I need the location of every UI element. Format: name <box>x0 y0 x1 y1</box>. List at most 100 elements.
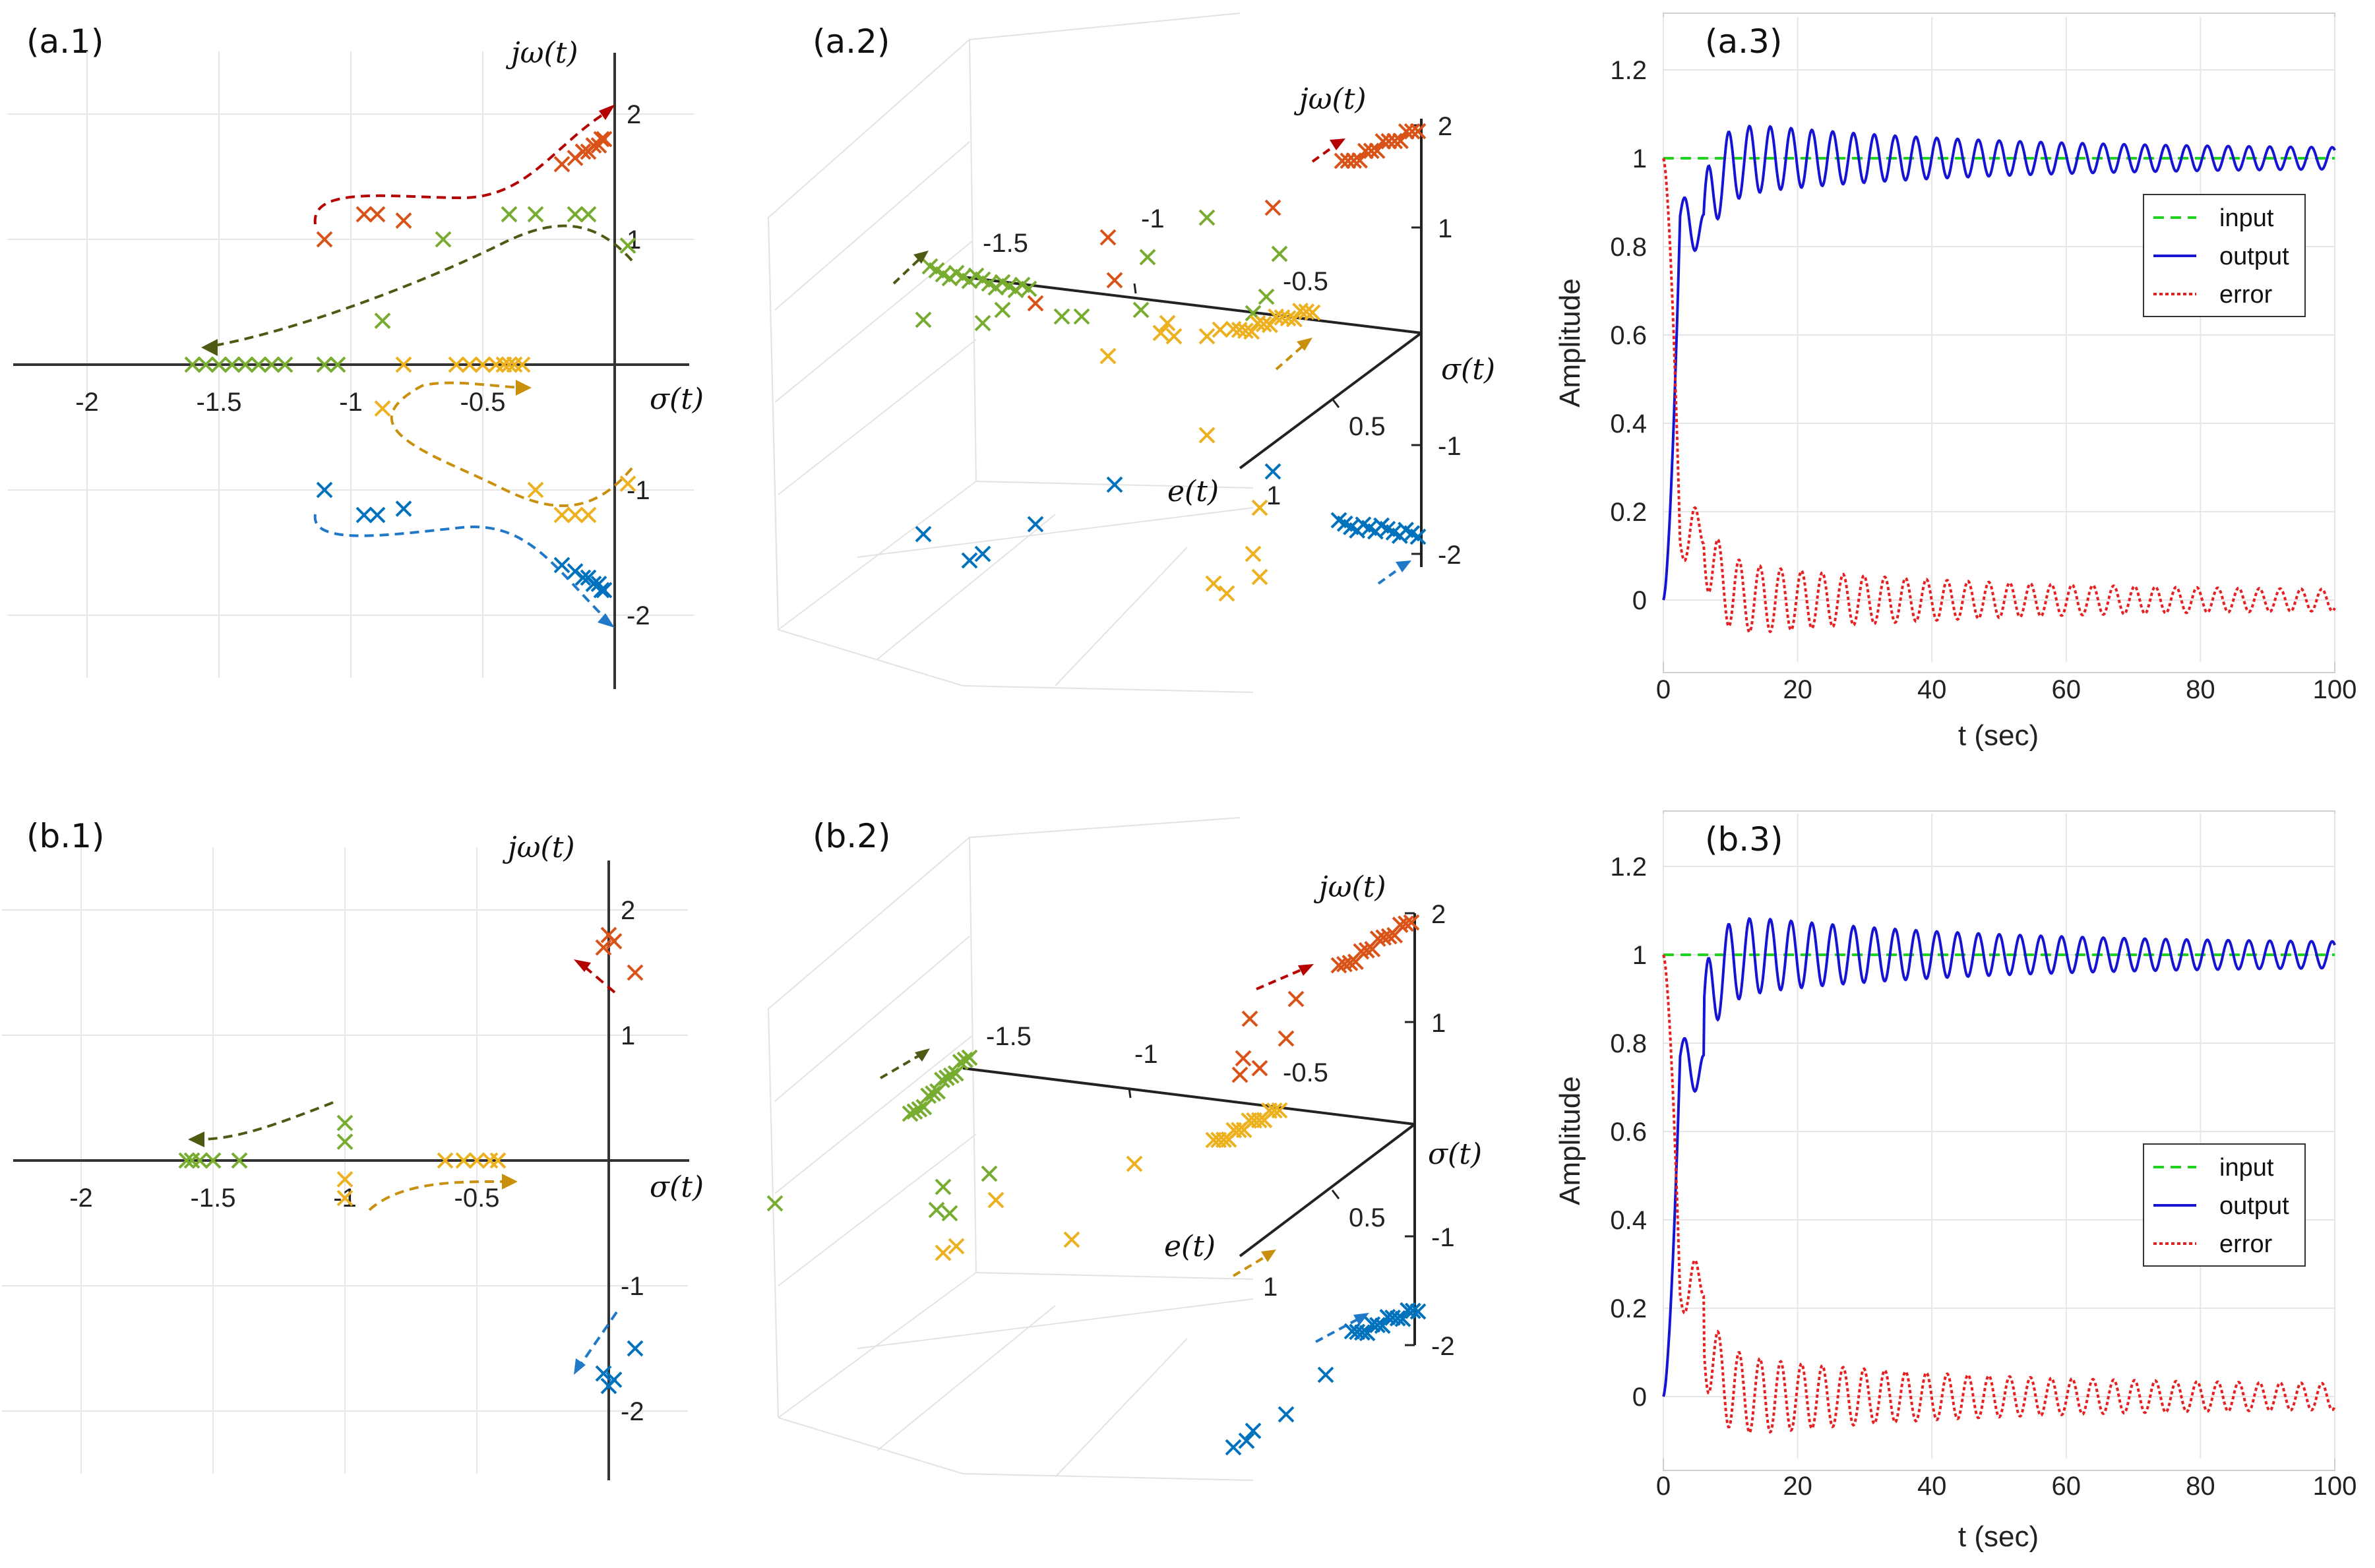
marker-a2-green-8 <box>1258 288 1275 305</box>
panel-b2-3d-locus: (b.2) -1.5 -1 -0.5 2 1 -1 -2 <box>766 817 1482 1481</box>
arrow-path-blue-a1 <box>313 514 608 621</box>
grid-line-a2-1 <box>774 141 970 311</box>
marker-a2-green-3 <box>1053 308 1070 325</box>
marker-a1-blue-4 <box>553 557 571 574</box>
legend-error-label-a3: error <box>2219 281 2273 309</box>
plot-frame-b3 <box>1663 810 2335 1471</box>
x-tick-label-a1-2: -1 <box>339 388 363 417</box>
arrowheads-a1 <box>201 104 615 628</box>
arrowhead-orange-a1 <box>599 104 615 120</box>
marker-a2-yellow-cluster-12 <box>1298 303 1315 320</box>
marker-a2-yellow-5 <box>1212 321 1229 338</box>
marker-a1-yellow-10 <box>527 481 544 498</box>
y-tick-label-a2-1: 1 <box>1438 214 1452 243</box>
marker-b1-yellow-4 <box>468 1152 485 1169</box>
x-axis-label-a2: σ(t) <box>1441 353 1495 386</box>
marker-a2-yellow-cluster-9 <box>1280 310 1297 327</box>
marker-b1-yellow-1 <box>336 1190 354 1207</box>
marker-a1-orange-0 <box>316 231 333 248</box>
marker-b1-orange-2 <box>595 939 612 956</box>
y-tick-label-b3-0: 0 <box>1632 1383 1647 1412</box>
marker-a2-yellow-cluster-13 <box>1304 304 1321 321</box>
arrowheads-b1 <box>188 959 591 1375</box>
marker-a1-yellow-4 <box>474 356 491 373</box>
marker-b2-blue-cluster-9 <box>1389 1310 1406 1327</box>
marker-a1-yellow-2 <box>448 356 465 373</box>
marker-b2-yellow-4 <box>1063 1231 1080 1248</box>
marker-a1-green-1 <box>197 356 214 373</box>
grid-line-a2-3 <box>778 339 977 495</box>
marker-b2-yellow-3 <box>948 1238 965 1255</box>
marker-b1-orange-3 <box>627 964 644 981</box>
y-tick-label-b2-1: 1 <box>1431 1009 1446 1038</box>
x-axis-label-b3: t (sec) <box>1958 1521 2039 1553</box>
y-axis-label-a1: jω(t) <box>505 36 578 70</box>
arrow-path-green-a1 <box>210 224 633 347</box>
markers-a2 <box>915 123 1427 602</box>
marker-b2-green-cluster-0 <box>902 1105 919 1122</box>
marker-a2-green-6 <box>1198 209 1216 226</box>
y-tick-label-a3-3: 0.6 <box>1610 321 1647 350</box>
marker-b2-orange-3 <box>1235 1050 1252 1067</box>
y-tick-label-a3-5: 1 <box>1632 144 1647 173</box>
marker-a1-orange-6 <box>574 143 592 160</box>
grid-line-b2-1 <box>774 936 970 1102</box>
marker-a2-yellow-7 <box>1251 499 1268 516</box>
marker-a1-yellow-13 <box>580 506 597 524</box>
marker-b2-blue-3 <box>1238 1432 1255 1449</box>
marker-b2-green-0 <box>766 1195 784 1212</box>
marker-a2-yellow-9 <box>1251 568 1268 586</box>
marker-a1-yellow-11 <box>553 506 571 524</box>
grid-line-b2-6 <box>1055 1338 1188 1478</box>
marker-a2-blue-cluster-13 <box>1409 528 1427 545</box>
arrow-path-blue-b1 <box>579 1311 618 1366</box>
marker-b2-green-cluster-4 <box>920 1087 937 1104</box>
x-tick-label-a3-5: 100 <box>2313 675 2357 704</box>
panel-label-b2: (b.2) <box>813 817 890 855</box>
marker-a1-green-16 <box>619 237 636 254</box>
e-axis-b2 <box>1239 1123 1416 1257</box>
markers-b2 <box>766 914 1427 1456</box>
marker-b2-orange-2 <box>1278 1030 1295 1047</box>
marker-a1-orange-11 <box>596 131 613 148</box>
marker-a2-blue-5 <box>1027 516 1044 533</box>
y-tick-label-b3-1: 0.2 <box>1610 1294 1647 1323</box>
marker-b2-blue-cluster-12 <box>1404 1302 1421 1319</box>
plot-frame-a3 <box>1663 13 2335 673</box>
grid-line-b2-5 <box>877 1305 1056 1451</box>
marker-a1-yellow-12 <box>567 506 584 524</box>
grid-line-b2-2 <box>774 1035 973 1194</box>
marker-a1-green-4 <box>237 356 254 373</box>
y-tick-label-b1-3: -2 <box>621 1397 644 1426</box>
marker-a2-yellow-cluster-2 <box>1237 322 1254 340</box>
sigma-axis-a2 <box>962 276 1422 334</box>
marker-a1-blue-10 <box>593 582 610 599</box>
grid-line-a2-7 <box>778 481 977 630</box>
x-ticks-b1: -2-1.5-1-0.5 <box>69 1184 499 1213</box>
marker-a2-yellow-0 <box>1159 315 1176 332</box>
arrowhead-blue-a1 <box>598 613 615 628</box>
x-axis-label-b2: σ(t) <box>1428 1137 1482 1171</box>
y-tick-label-a3-6: 1.2 <box>1610 56 1647 85</box>
marker-a1-blue-11 <box>596 582 613 599</box>
marker-b2-green-cluster-5 <box>925 1085 942 1102</box>
arrowheads-a2 <box>913 138 1411 572</box>
marker-a1-green-0 <box>184 356 201 373</box>
marker-a2-yellow-2 <box>1165 328 1183 345</box>
y-tick-label-b3-4: 0.8 <box>1610 1029 1647 1058</box>
legend-output-label-a3: output <box>2219 243 2289 270</box>
arrowhead-green-b1 <box>188 1131 204 1147</box>
marker-b2-green-cluster-7 <box>934 1071 950 1089</box>
y-tick-label-a1-0: 2 <box>627 100 641 129</box>
trajectory-arrows-b1 <box>197 965 618 1366</box>
marker-a2-orange-cluster-5 <box>1363 142 1380 160</box>
marker-a1-green-6 <box>263 356 280 373</box>
panel-a3-time-response: 0 20 40 60 80 100 0 0.2 0.4 0.6 0.8 1 1.2 (a.3) t (s… <box>1554 13 2357 752</box>
ticks-b3: 0 20 40 60 80 100 0 0.2 0.4 0.6 0.8 1 1.2 <box>1610 853 2357 1501</box>
marker-a1-blue-6 <box>574 569 592 586</box>
arrowheads-b2 <box>915 964 1369 1325</box>
box-floor-front-b2 <box>778 1417 1254 1481</box>
marker-a2-green-5 <box>1139 249 1156 266</box>
marker-a1-yellow-0 <box>374 400 391 417</box>
z-axis-label-a2: e(t) <box>1167 475 1219 508</box>
